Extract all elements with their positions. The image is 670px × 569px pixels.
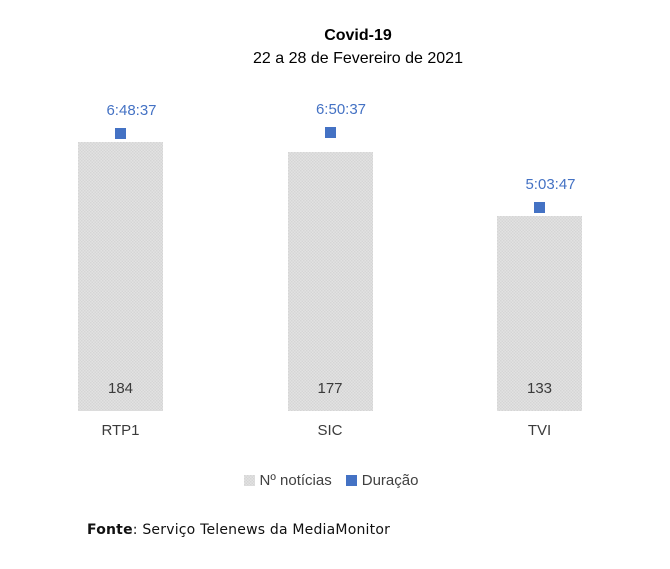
category-label-rtp1: RTP1 — [101, 422, 140, 439]
bar-value-label: 133 — [526, 380, 553, 397]
duration-marker — [115, 127, 126, 139]
duration-marker — [534, 201, 545, 213]
category-label-sic: SIC — [317, 422, 343, 439]
duration-label: 6:50:37 — [315, 101, 367, 119]
source-label: Fonte — [87, 522, 133, 538]
legend: Nº notícias Duração — [0, 470, 662, 490]
source-note: Fonte: Serviço Telenews da MediaMonitor — [87, 522, 390, 538]
duration-marker — [324, 126, 336, 138]
category-label-tvi: TVI — [527, 422, 552, 439]
bar-value-label: 184 — [107, 380, 134, 397]
legend-label: Duração — [361, 471, 419, 489]
bar-series-swatch-icon — [243, 474, 255, 486]
source-text: : Serviço Telenews da MediaMonitor — [132, 522, 391, 538]
chart-title: Covid-19 — [324, 27, 392, 44]
bar-rtp1 — [78, 142, 163, 411]
bar-tvi — [497, 216, 582, 411]
bar-value-label: 177 — [317, 380, 343, 397]
duration-label: 6:48:37 — [106, 102, 157, 120]
legend-item-noticias: Nº notícias — [243, 471, 332, 489]
marker-series-swatch-icon — [345, 474, 357, 486]
legend-item-duracao: Duração — [345, 471, 419, 489]
bar-sic — [287, 152, 373, 411]
duration-label: 5:03:47 — [525, 176, 576, 194]
chart-subtitle: 22 a 28 de Fevereiro de 2021 — [253, 50, 463, 67]
legend-label: Nº notícias — [259, 471, 332, 489]
